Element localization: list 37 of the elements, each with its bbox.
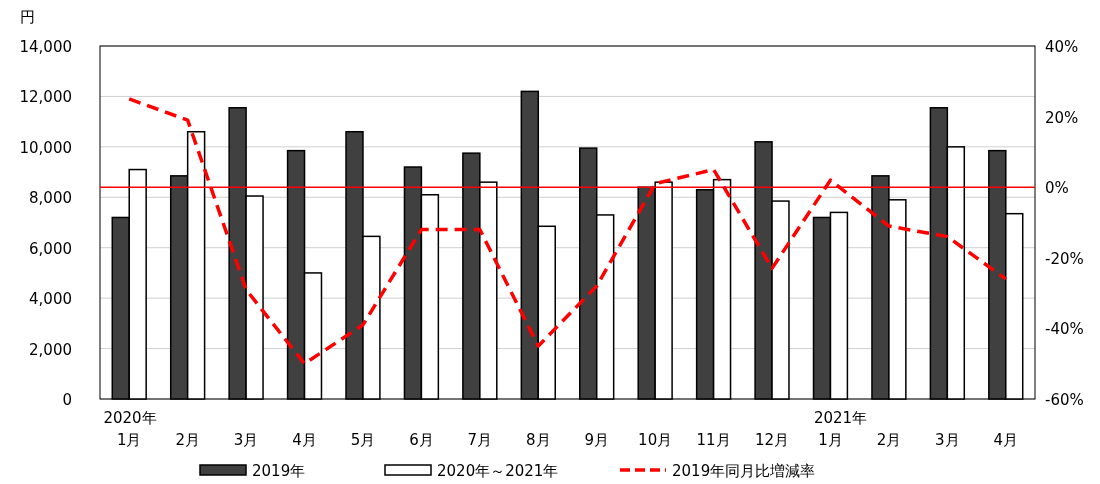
y2tick: 20% [1045,108,1079,127]
xtick: 2月 [175,431,200,449]
xtick: 12月 [755,431,790,449]
xtick: 6月 [409,431,434,449]
ytick: 12,000 [19,88,72,107]
xtick: 4月 [292,431,317,449]
y2tick: 40% [1045,38,1079,56]
ytick: 0 [62,391,72,409]
xtick: 10月 [638,431,673,449]
y2tick: -60% [1045,391,1084,409]
legend-item: 2020年～2021年 [384,462,559,480]
xtick: 11月 [696,431,731,449]
xtick: 3月 [935,431,960,449]
legend-label: 2020年～2021年 [437,462,559,480]
xtick: 2021年 1月 [813,409,868,449]
xtick: 5月 [350,431,376,449]
y2tick: -20% [1045,249,1084,268]
y2tick: 0% [1045,179,1069,198]
xtick: 9月 [584,431,609,449]
ytick: 4,000 [29,290,72,309]
ytick: 2,000 [29,340,72,359]
ylabel: 円 [20,8,35,26]
xtick: 2月 [876,431,902,449]
xtick: 8月 [526,431,551,449]
ytick: 8,000 [29,189,72,208]
xtick: 3月 [233,431,259,449]
ytick: 6,000 [29,239,72,258]
legend-label: 2019年同月比増減率 [672,462,816,480]
xtick: 2020年 1月 [103,409,157,449]
y2tick: -40% [1045,320,1084,339]
xtick: 7月 [467,431,493,449]
ytick: 10,000 [19,138,72,157]
legend-item: 2019年 [199,462,306,480]
legend-label: 2019年 [252,462,306,480]
legend-item: 2019年同月比増減率 [620,462,816,480]
xtick: 4月 [993,431,1019,449]
ytick: 14,000 [19,38,72,56]
